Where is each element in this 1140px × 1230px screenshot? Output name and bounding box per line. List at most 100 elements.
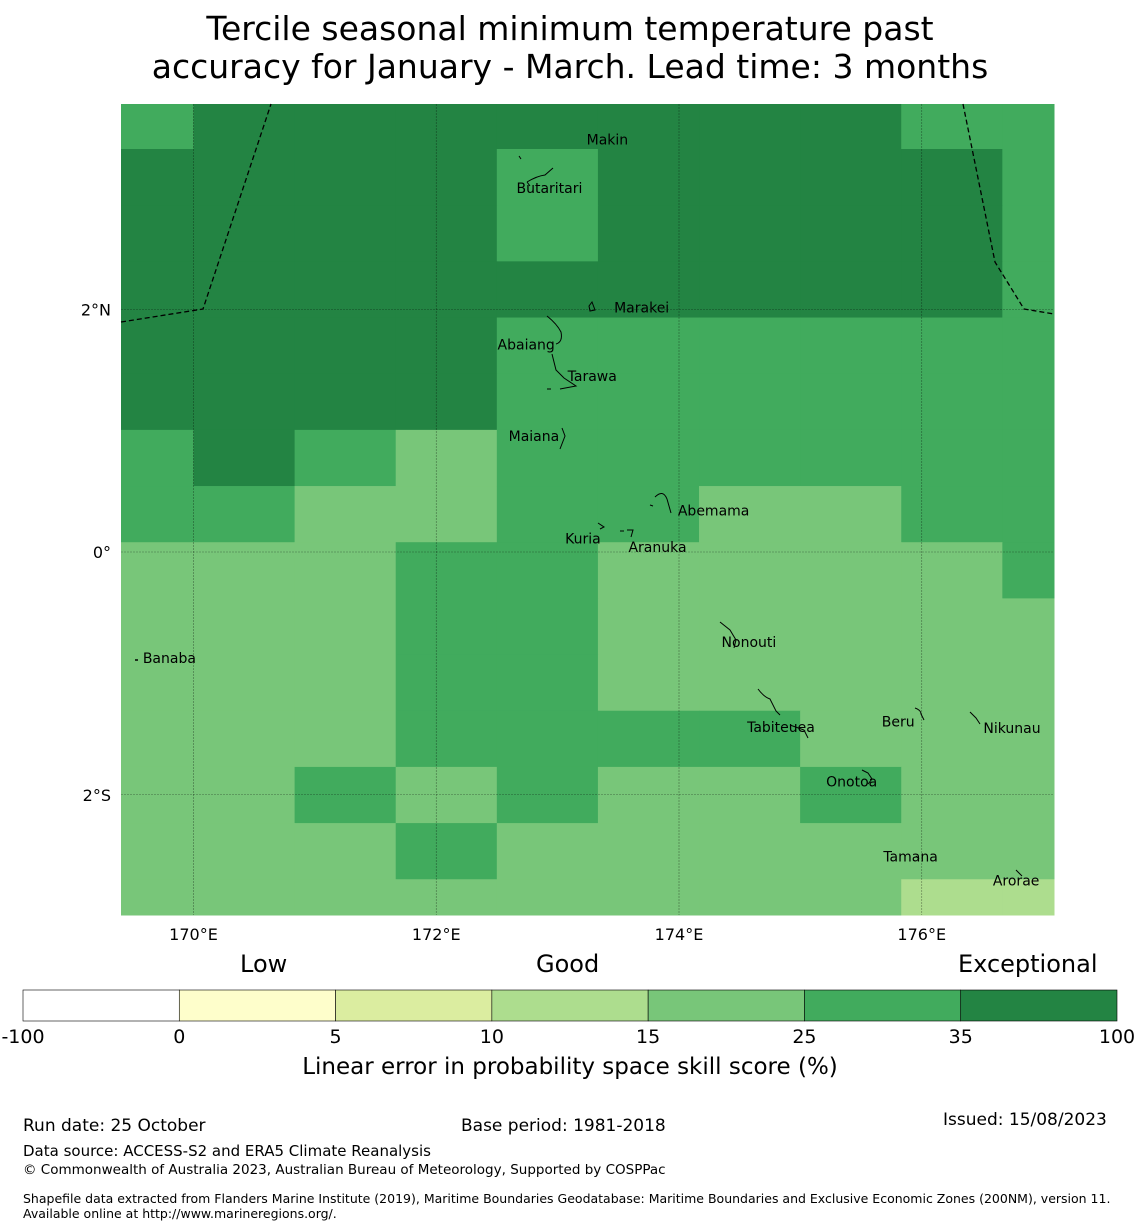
grid-cell — [901, 104, 1003, 150]
title-line-1: Tercile seasonal minimum temperature pas… — [206, 9, 934, 48]
coastline-onotoa — [861, 769, 873, 785]
grid-cell — [1002, 710, 1055, 768]
grid-cell — [496, 766, 599, 824]
colorbar-tick-label: 5 — [330, 1026, 342, 1048]
grid-cell — [597, 104, 700, 150]
grid-cell — [121, 149, 194, 206]
island-label-maiana: Maiana — [509, 429, 560, 445]
grid-cell — [800, 879, 902, 916]
grid-cell — [699, 373, 801, 431]
colorbar-tick-label: 10 — [480, 1026, 504, 1048]
grid-cell — [294, 486, 397, 543]
copyright: © Commonwealth of Australia 2023, Austra… — [23, 1162, 666, 1178]
grid-cell — [496, 373, 599, 431]
grid-cell — [597, 429, 700, 487]
coastline-nonouti — [719, 621, 737, 649]
y-tick-label: 0° — [93, 543, 111, 562]
axis-tick-labels: 170°E 172°E 174°E 176°E 2°N 0° 2°S — [81, 300, 946, 944]
island-coastlines — [135, 155, 1023, 877]
island-label-onotoa: Onotoa — [826, 774, 877, 790]
island-label-beru: Beru — [882, 714, 915, 730]
grid-cell — [395, 654, 498, 712]
grid-cell — [121, 373, 194, 431]
grid-cell — [1002, 373, 1055, 431]
coastline-arorae — [1015, 869, 1023, 877]
grid-cell — [597, 710, 700, 768]
grid-cell — [901, 429, 1003, 487]
grid-cell — [699, 710, 801, 768]
coastline-butaritari — [526, 167, 554, 187]
grid-cell — [294, 429, 397, 487]
grid-cell — [193, 104, 296, 150]
grid-cell — [395, 542, 498, 599]
grid-cell — [395, 261, 498, 319]
grid-cell — [294, 205, 397, 262]
island-label-marakei: Marakei — [614, 300, 669, 316]
grid-cell — [294, 149, 397, 206]
grid-cell — [1002, 149, 1055, 206]
grid-cell — [1002, 542, 1055, 599]
colorbar-segment — [491, 989, 649, 1022]
grid-cell — [294, 598, 397, 656]
grid-cell — [699, 205, 801, 262]
grid-cell — [121, 654, 194, 712]
island-label-arorae: Arorae — [993, 874, 1040, 890]
grid-cell — [294, 823, 397, 880]
grid-cell — [597, 654, 700, 712]
grid-cell — [395, 149, 498, 206]
grid-cell — [1002, 429, 1055, 487]
grid-cell — [294, 710, 397, 768]
grid-cell — [800, 710, 902, 768]
grid-cell — [699, 766, 801, 824]
colorbar: -100 0 5 10 15 25 35 100 — [1, 989, 1135, 1048]
grid-cell — [496, 205, 599, 262]
grid-cell — [121, 429, 194, 487]
y-tick-label: 2°S — [83, 786, 111, 805]
grid-cell — [193, 710, 296, 768]
grid-cell — [901, 317, 1003, 375]
grid-cell — [294, 373, 397, 431]
island-label-tabiteuea: Tabiteuea — [746, 720, 815, 736]
coastline-tabiteuea — [757, 688, 809, 739]
grid-cell — [901, 710, 1003, 768]
coastline-abemama — [649, 493, 672, 514]
grid-cell — [193, 317, 296, 375]
grid-cell — [193, 261, 296, 319]
grid-cell — [901, 542, 1003, 599]
grid-cell — [121, 104, 194, 150]
island-label-tarawa: Tarawa — [567, 369, 617, 385]
grid-cell — [699, 261, 801, 319]
grid-cell — [699, 317, 801, 375]
colorbar-tick-label: 100 — [1099, 1026, 1135, 1048]
base-period: Base period: 1981-2018 — [461, 1116, 666, 1136]
grid-cell — [800, 261, 902, 319]
grid-cell — [597, 486, 700, 543]
grid-cell — [699, 149, 801, 206]
grid-cell — [193, 373, 296, 431]
grid-cell — [294, 654, 397, 712]
grid-cell — [395, 373, 498, 431]
colorbar-segment — [960, 989, 1118, 1022]
grid-cell — [901, 149, 1003, 206]
coastline-marakei — [588, 300, 596, 312]
grid-cell — [901, 261, 1003, 319]
grid-cell — [496, 104, 599, 150]
grid-cell — [294, 542, 397, 599]
grid-cell — [395, 429, 498, 487]
grid-cell — [699, 823, 801, 880]
island-label-banaba: Banaba — [143, 651, 196, 667]
grid-cell — [901, 654, 1003, 712]
colorbar-tick-label: 25 — [792, 1026, 816, 1048]
grid-cell — [699, 879, 801, 916]
grid-cell — [1002, 104, 1055, 150]
grid-cell — [901, 205, 1003, 262]
grid-cell — [699, 542, 801, 599]
grid-cell — [121, 486, 194, 543]
grid-cell — [395, 205, 498, 262]
colorbar-category-low: Low — [240, 950, 288, 978]
coastline-kuria — [597, 522, 605, 530]
grid-cell — [496, 261, 599, 319]
grid-cell — [1002, 317, 1055, 375]
colorbar-segment — [647, 989, 805, 1022]
coastline-makin — [518, 155, 522, 160]
